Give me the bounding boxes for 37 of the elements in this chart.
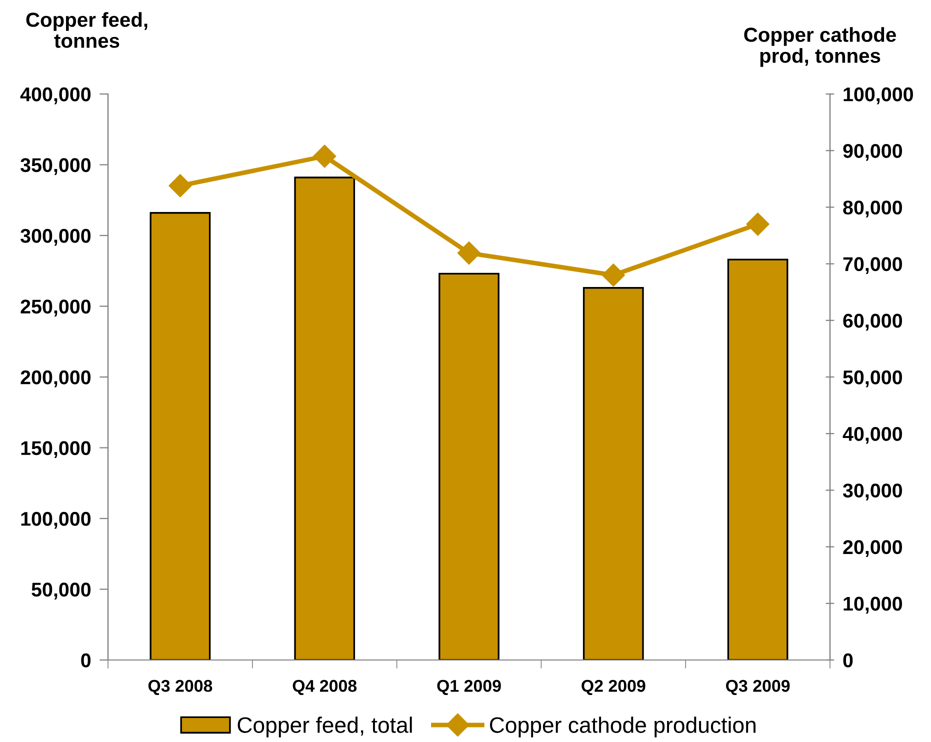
y-tick-label: 150,000	[21, 441, 91, 458]
x-tick-label: Q2 2009	[582, 680, 646, 696]
legend-label: Copper cathode production	[490, 716, 756, 738]
y-tick-label: 300,000	[20, 228, 91, 246]
y-tick-label: 100,000	[21, 512, 91, 529]
y-tick-label: 50,000	[32, 582, 91, 600]
y2-tick-label: 70,000	[843, 257, 902, 274]
x-tick-label: Q1 2009	[437, 680, 501, 696]
x-tick-label: Q3 2008	[148, 680, 212, 696]
point	[746, 212, 770, 236]
y2-tick-label: 100,000	[844, 87, 913, 104]
y2-tick-label: 60,000	[843, 314, 902, 331]
y-tick-label: 200,000	[20, 370, 91, 388]
y-axis-title: Copper feed, tonnes	[26, 12, 148, 48]
y2-tick-label: 30,000	[842, 484, 902, 500]
legend-label: Copper feed, total	[238, 716, 412, 738]
bar	[727, 258, 788, 660]
y2-tick-label: 80,000	[843, 200, 902, 218]
y-tick-label: 400,000	[20, 87, 91, 104]
y2-tick-label: 20,000	[843, 540, 902, 557]
point	[458, 242, 480, 265]
y2-axis-title: Copper cathode prod, tonnes	[744, 27, 896, 67]
x-tick-label: Q3 2009	[726, 680, 790, 696]
point	[602, 264, 625, 287]
y2-tick-label: 40,000	[842, 426, 902, 444]
y2-tick-label: 90,000	[843, 144, 902, 161]
y-tick-label: 250,000	[20, 300, 91, 316]
bar	[438, 272, 500, 660]
bar	[150, 212, 211, 660]
y2-tick-label: 10,000	[844, 596, 902, 614]
y2-tick-label: 0	[843, 653, 853, 668]
y-tick-label: 0	[81, 653, 91, 668]
y-tick-label: 350,000	[20, 158, 91, 175]
point	[313, 144, 336, 168]
x-tick-label: Q4 2008	[292, 680, 357, 696]
point	[168, 174, 192, 198]
y2-tick-label: 50,000	[843, 370, 902, 388]
